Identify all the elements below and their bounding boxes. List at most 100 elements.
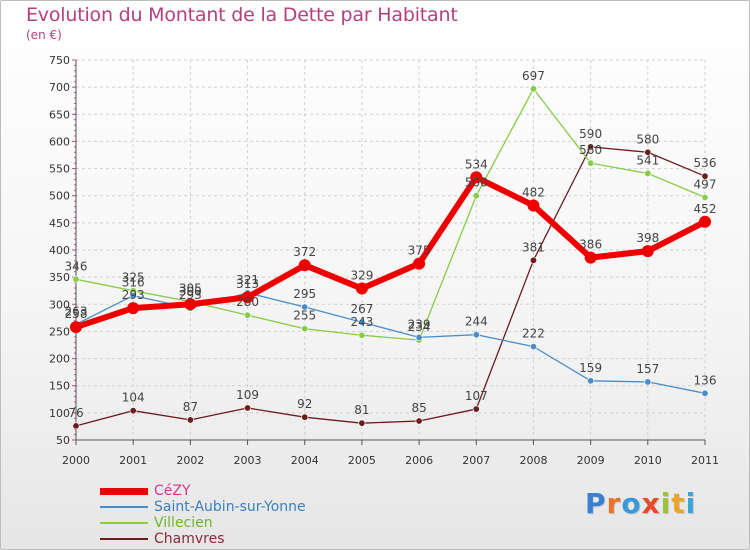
x-tick-label: 2004 bbox=[291, 454, 319, 467]
legend-label: Saint-Aubin-sur-Yonne bbox=[154, 499, 306, 515]
data-label: 157 bbox=[636, 362, 659, 376]
y-tick-label: 300 bbox=[49, 298, 70, 311]
y-tick-label: 500 bbox=[49, 190, 70, 203]
data-label: 536 bbox=[694, 156, 717, 170]
data-point bbox=[701, 172, 709, 180]
data-label: 267 bbox=[350, 302, 373, 316]
y-tick-label: 400 bbox=[49, 244, 70, 257]
data-label: 107 bbox=[465, 389, 488, 403]
data-point bbox=[529, 343, 537, 351]
y-tick-label: 450 bbox=[49, 217, 70, 230]
data-label: 590 bbox=[579, 127, 602, 141]
y-tick-label: 250 bbox=[49, 325, 70, 338]
data-point bbox=[470, 171, 483, 184]
brand-letter: i bbox=[660, 487, 672, 520]
data-point bbox=[584, 251, 597, 264]
data-point bbox=[699, 215, 711, 228]
legend: CéZY Saint-Aubin-sur-Yonne Villecien Chamvr… bbox=[100, 483, 306, 547]
data-label: 452 bbox=[694, 202, 717, 216]
x-tick-label: 2008 bbox=[519, 454, 547, 467]
y-tick-label: 600 bbox=[49, 135, 70, 148]
data-label: 346 bbox=[65, 259, 88, 273]
y-tick-label: 200 bbox=[49, 353, 70, 366]
y-tick-label: 350 bbox=[49, 271, 70, 284]
data-label: 87 bbox=[183, 400, 198, 414]
y-tick-label: 100 bbox=[49, 407, 70, 420]
series-3 bbox=[70, 171, 711, 334]
data-label: 136 bbox=[694, 373, 717, 387]
data-label: 534 bbox=[465, 157, 488, 171]
y-tick-label: 150 bbox=[49, 380, 70, 393]
data-label: 580 bbox=[636, 132, 659, 146]
data-label: 386 bbox=[579, 238, 602, 252]
data-label: 222 bbox=[522, 327, 545, 341]
data-point bbox=[587, 377, 595, 385]
brand-letter: t bbox=[671, 487, 686, 520]
legend-item: CéZY bbox=[100, 483, 306, 499]
y-tick-label: 50 bbox=[56, 434, 70, 447]
series-line bbox=[75, 88, 706, 341]
y-tick-label: 650 bbox=[49, 108, 70, 121]
data-point bbox=[472, 331, 480, 339]
data-point bbox=[415, 333, 423, 341]
x-tick-label: 2006 bbox=[405, 454, 433, 467]
series-labels-1: 346 325 305 280 255 243 234 500 697 560 541 497 bbox=[65, 69, 717, 334]
data-point bbox=[701, 389, 709, 397]
data-label: 293 bbox=[179, 288, 202, 302]
data-point bbox=[186, 416, 194, 424]
data-label: 255 bbox=[293, 309, 316, 323]
data-label: 497 bbox=[694, 177, 717, 191]
legend-label: Villecien bbox=[154, 515, 213, 531]
legend-item: Chamvres bbox=[100, 531, 306, 547]
data-point bbox=[129, 407, 137, 415]
data-label: 104 bbox=[122, 391, 145, 405]
chart-title: Evolution du Montant de la Dette par Hab… bbox=[26, 4, 458, 26]
data-label: 295 bbox=[293, 287, 316, 301]
grid bbox=[75, 59, 706, 441]
data-label: 305 bbox=[179, 282, 202, 296]
data-point bbox=[244, 311, 252, 319]
data-label: 500 bbox=[465, 176, 488, 190]
data-label: 258 bbox=[65, 307, 88, 321]
legend-swatch bbox=[100, 487, 148, 495]
series-labels-0: 76 104 87 109 92 81 85 107 381 590 580 536 bbox=[68, 127, 716, 420]
data-label: 300 bbox=[179, 284, 202, 298]
data-label: 244 bbox=[465, 315, 488, 329]
data-point bbox=[358, 419, 366, 427]
data-point bbox=[301, 325, 309, 333]
x-tick-label: 2010 bbox=[634, 454, 662, 467]
data-label: 109 bbox=[236, 388, 259, 402]
data-point bbox=[184, 298, 197, 311]
series-line bbox=[75, 174, 707, 330]
brand-letter: o bbox=[621, 487, 642, 520]
data-point bbox=[241, 291, 254, 304]
data-point bbox=[129, 292, 137, 300]
y-tick-label: 750 bbox=[49, 54, 70, 67]
data-label: 243 bbox=[350, 315, 373, 329]
brand-logo: Proxiti bbox=[585, 487, 696, 520]
data-label: 482 bbox=[522, 185, 545, 199]
data-label: 92 bbox=[297, 397, 312, 411]
data-point bbox=[301, 303, 309, 311]
y-tick-label: 700 bbox=[49, 81, 70, 94]
data-point bbox=[358, 331, 366, 339]
y-tick-label: 550 bbox=[49, 163, 70, 176]
data-label: 316 bbox=[122, 276, 145, 290]
data-point bbox=[527, 199, 540, 212]
data-label: 159 bbox=[579, 361, 602, 375]
data-point bbox=[587, 159, 595, 167]
data-label: 398 bbox=[636, 231, 659, 245]
data-point bbox=[358, 318, 366, 326]
data-label: 697 bbox=[522, 69, 545, 83]
data-point bbox=[415, 417, 423, 425]
data-point bbox=[72, 275, 80, 283]
data-label: 329 bbox=[350, 269, 373, 283]
x-tick-label: 2005 bbox=[348, 454, 376, 467]
data-label: 81 bbox=[354, 403, 369, 417]
data-point bbox=[127, 302, 140, 315]
data-point bbox=[701, 193, 709, 201]
brand-letter: x bbox=[641, 487, 661, 520]
